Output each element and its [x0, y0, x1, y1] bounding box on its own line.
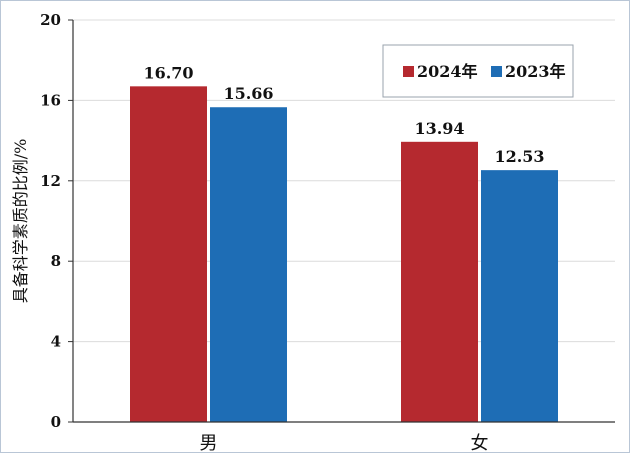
x-category-label: 女 [471, 433, 489, 454]
legend-swatch-2024 [403, 66, 414, 77]
data-label: 16.70 [143, 63, 193, 82]
data-label: 15.66 [223, 84, 273, 103]
y-tick-label: 20 [40, 11, 61, 29]
y-tick-label: 8 [51, 252, 61, 270]
data-label: 12.53 [494, 147, 544, 166]
data-label: 13.94 [414, 119, 464, 138]
bar-2024年-女 [401, 141, 478, 422]
bar-2023年-女 [481, 170, 558, 422]
bar-2024年-男 [130, 86, 207, 422]
labels: 0 4 8 12 16 20 16.70 15.66 男 13.94 12.53 女 [40, 11, 544, 454]
bars [130, 86, 558, 422]
legend-label-2023: 2023年 [505, 62, 566, 81]
x-category-label: 男 [200, 433, 218, 454]
y-tick-label: 0 [51, 413, 61, 431]
legend-box [382, 44, 574, 98]
y-tick-label: 12 [40, 172, 61, 190]
axes [68, 19, 615, 423]
legend-label-2024: 2024年 [417, 62, 478, 81]
legend: 2024年 2023年 [382, 44, 574, 98]
bar-2023年-男 [210, 107, 287, 422]
y-tick-label: 16 [40, 91, 61, 109]
y-axis-title: 具备科学素质的比例/% [11, 139, 30, 304]
y-tick-label: 4 [51, 333, 61, 351]
legend-swatch-2023 [491, 66, 502, 77]
